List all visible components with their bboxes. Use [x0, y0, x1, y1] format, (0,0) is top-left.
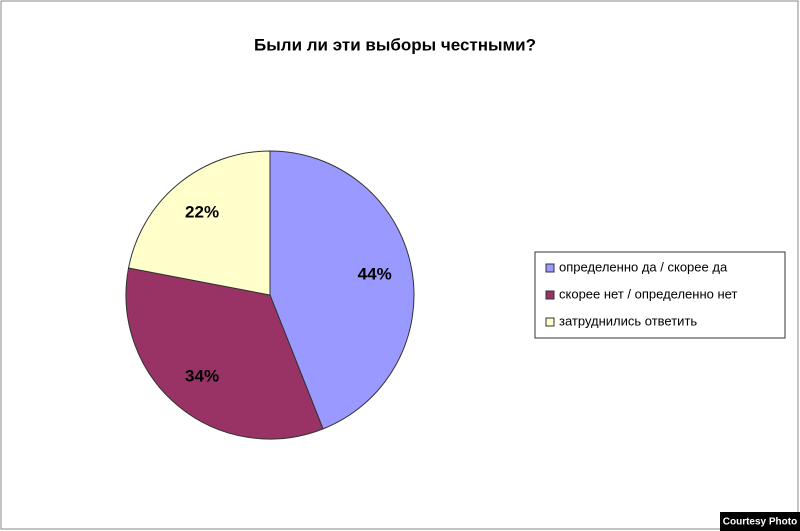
pie-slice [269, 150, 415, 430]
legend-label: скорее нет / определенно нет [559, 286, 737, 301]
legend-box [534, 251, 786, 339]
credit: Courtesy Photo [723, 517, 797, 528]
data-label: 34% [185, 367, 219, 386]
credit-box [720, 512, 800, 531]
legend-label: затруднились ответить [559, 313, 697, 328]
legend: определенно да / скорее да скорее нет / о… [545, 259, 737, 328]
pie: 44% 34% 22% [125, 150, 415, 440]
legend-swatch [545, 317, 555, 327]
pie-slice [125, 267, 324, 440]
legend-label: определенно да / скорее да [559, 259, 728, 274]
legend-swatch [545, 290, 555, 300]
chart-title: Были ли эти выборы честными? [254, 35, 536, 54]
data-label: 44% [358, 265, 392, 284]
pie-slice [127, 150, 271, 296]
legend-swatch [545, 263, 555, 273]
data-label: 22% [185, 202, 219, 221]
